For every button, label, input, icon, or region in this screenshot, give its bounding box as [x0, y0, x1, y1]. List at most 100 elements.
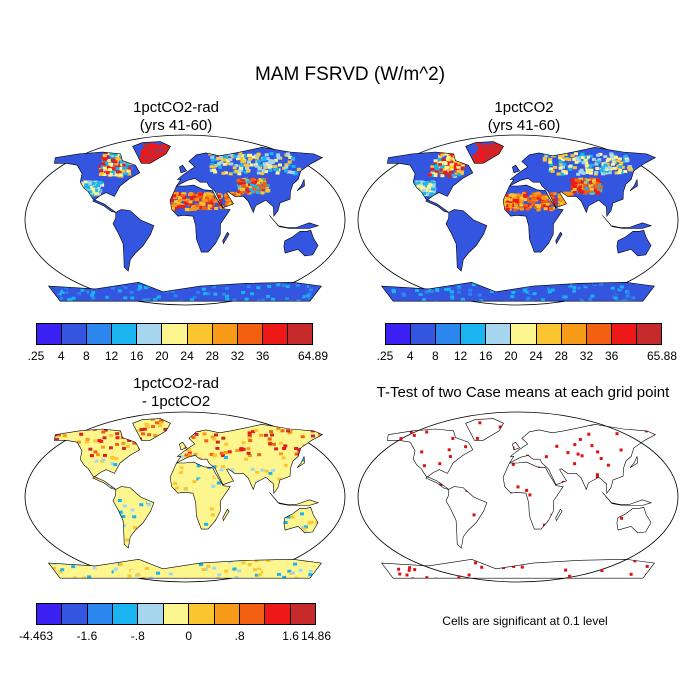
grid-cell — [489, 143, 494, 146]
grid-cell — [233, 155, 238, 159]
grid-cell — [555, 297, 560, 301]
grid-cell — [280, 464, 285, 468]
grid-cell — [318, 559, 323, 563]
grid-cell — [531, 192, 536, 196]
grid-cell — [105, 171, 110, 175]
grid-cell — [221, 171, 226, 175]
grid-cell — [132, 505, 137, 509]
grid-cell — [163, 427, 168, 431]
grid-cell — [139, 428, 144, 432]
grid-cell — [102, 173, 107, 176]
colorbar-swatch — [636, 324, 662, 344]
grid-cell — [125, 444, 130, 448]
grid-cell — [531, 300, 536, 302]
grid-cell — [613, 296, 618, 300]
grid-cell — [188, 200, 193, 204]
grid-cell — [56, 295, 61, 299]
grid-cell — [198, 293, 203, 297]
grid-cell — [422, 192, 427, 196]
grid-cell — [140, 513, 145, 517]
grid-cell — [518, 296, 523, 300]
grid-cell — [239, 166, 244, 170]
grid-cell — [523, 288, 527, 292]
grid-cell — [217, 193, 222, 197]
grid-cell — [101, 430, 106, 434]
grid-cell — [103, 428, 108, 432]
grid-cell — [241, 184, 246, 188]
grid-cell — [213, 453, 218, 457]
grid-cell — [104, 295, 109, 299]
grid-cell — [70, 421, 75, 425]
grid-cell — [74, 418, 79, 421]
grid-cell — [271, 297, 275, 301]
grid-cell — [184, 567, 189, 571]
grid-cell — [141, 432, 145, 436]
grid-cell — [259, 460, 264, 464]
colorbar-swatch — [511, 324, 537, 344]
grid-cell — [79, 432, 84, 436]
grid-cell — [277, 572, 281, 576]
coastline — [269, 215, 320, 229]
grid-cell — [281, 559, 286, 563]
grid-cell — [319, 443, 323, 447]
grid-cell — [183, 487, 188, 490]
grid-cell — [612, 293, 617, 297]
grid-cell — [106, 159, 111, 162]
grid-cell — [101, 160, 106, 164]
grid-cell — [174, 486, 179, 490]
grid-cell — [262, 156, 267, 160]
grid-cell — [147, 151, 152, 155]
grid-cell — [256, 152, 261, 156]
colorbar-swatch — [561, 324, 587, 344]
grid-cell — [254, 573, 259, 577]
colorbar-swatch — [62, 604, 88, 624]
grid-cell — [534, 198, 539, 202]
grid-cell — [228, 172, 233, 176]
grid-cell — [239, 189, 244, 193]
grid-cell — [71, 565, 76, 569]
grid-cell — [623, 170, 628, 173]
significant-cell — [407, 568, 411, 572]
grid-cell — [91, 181, 96, 185]
grid-cell — [566, 283, 571, 286]
grid-cell — [260, 172, 265, 175]
grid-cell — [85, 437, 90, 441]
grid-cell — [87, 187, 92, 191]
grid-cell — [101, 445, 105, 449]
grid-cell — [308, 284, 313, 288]
grid-cell — [160, 146, 165, 150]
grid-cell — [430, 167, 435, 171]
grid-cell — [113, 570, 118, 574]
grid-cell — [589, 187, 594, 191]
grid-cell — [471, 159, 476, 162]
grid-cell — [89, 185, 93, 189]
grid-cell — [283, 521, 288, 525]
grid-cell — [113, 463, 118, 467]
grid-cell — [228, 200, 233, 204]
grid-cell — [204, 439, 209, 443]
grid-cell — [224, 455, 228, 459]
coastline — [112, 209, 155, 272]
grid-cell — [260, 186, 265, 189]
grid-cell — [331, 538, 335, 541]
grid-cell — [542, 197, 547, 200]
grid-cell — [586, 189, 591, 193]
grid-cell — [297, 564, 301, 568]
grid-cell — [583, 189, 588, 193]
grid-cell — [223, 171, 228, 175]
grid-cell — [283, 463, 288, 467]
grid-cell — [286, 576, 291, 579]
grid-cell — [583, 181, 588, 185]
grid-cell — [219, 160, 224, 164]
colorbar-tick-label: 32 — [579, 349, 594, 363]
grid-cell — [300, 512, 304, 516]
grid-cell — [498, 295, 502, 299]
significant-cell — [425, 430, 429, 434]
grid-cell — [141, 561, 146, 565]
grid-cell — [240, 179, 245, 183]
grid-cell — [600, 166, 605, 170]
grid-cell — [203, 198, 208, 202]
grid-cell — [113, 578, 117, 581]
grid-cell — [539, 196, 544, 200]
grid-cell — [170, 289, 175, 293]
